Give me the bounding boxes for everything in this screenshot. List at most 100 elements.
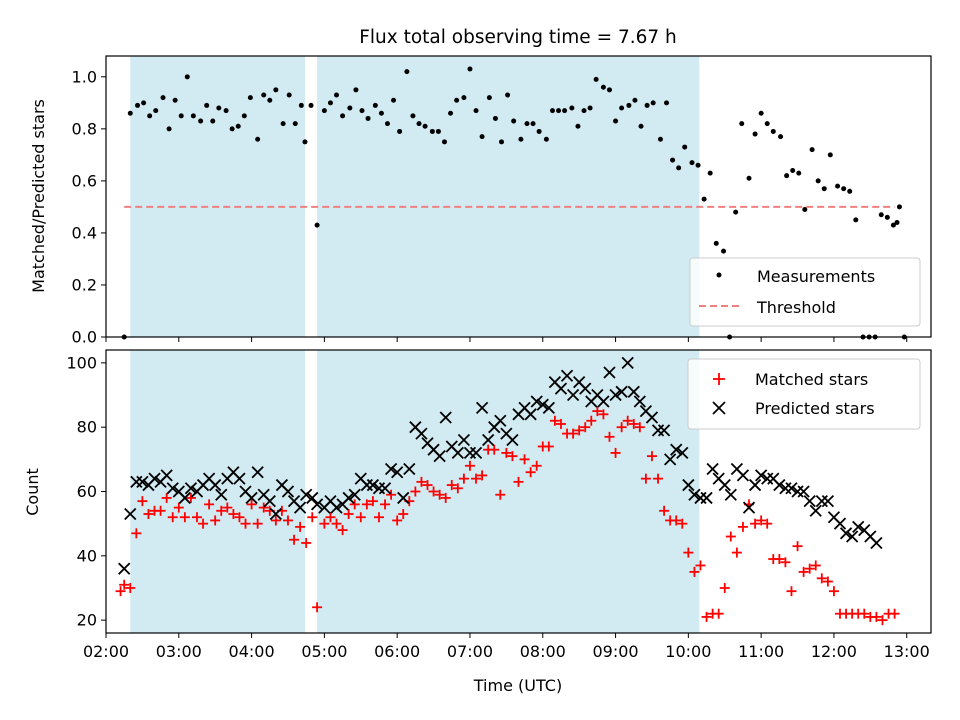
matched-point: [185, 492, 196, 503]
y-tick-label: 20: [77, 611, 97, 630]
measurement-point: [204, 102, 210, 108]
measurement-point: [190, 113, 196, 119]
matched-point: [580, 422, 591, 433]
matched-point: [683, 547, 694, 558]
matched-point: [719, 582, 730, 593]
predicted-point: [700, 491, 713, 505]
matched-point: [659, 505, 670, 516]
predicted-point: [682, 478, 695, 492]
measurement-point: [758, 110, 764, 116]
measurement-point: [261, 92, 267, 98]
matched-point: [289, 534, 300, 545]
measurement-point: [695, 162, 701, 168]
measurement-point: [657, 136, 663, 142]
matched-point: [501, 447, 512, 458]
matched-point: [804, 563, 815, 574]
top-panel: 0.0 0.2 0.4 0.6 0.8 1.0 Matched/Predicted sta…: [29, 55, 932, 347]
predicted-point: [178, 491, 191, 505]
measurement-point: [530, 121, 536, 127]
predicted-point: [451, 446, 464, 460]
predicted-point: [821, 495, 835, 508]
measurement-point: [422, 123, 428, 129]
x-tick-label: 02:00: [83, 642, 129, 661]
matched-point: [125, 582, 136, 593]
measurement-point: [223, 108, 229, 114]
measurement-point: [894, 220, 900, 226]
matched-point: [312, 602, 323, 613]
predicted-point: [809, 504, 822, 517]
predicted-point: [482, 433, 495, 447]
matched-point: [234, 512, 245, 523]
measurement-point: [733, 209, 739, 215]
measurement-point: [676, 165, 682, 171]
matched-point: [410, 486, 421, 497]
predicted-point: [293, 501, 307, 514]
predicted-point: [530, 395, 543, 408]
measurement-point: [796, 170, 802, 176]
x-tick-label: 04:00: [229, 642, 275, 661]
measurement-point: [172, 97, 178, 103]
measurement-point: [664, 100, 670, 106]
predicted-point: [852, 520, 865, 534]
x-tick-label: 12:00: [811, 642, 857, 661]
predicted-point: [803, 495, 816, 508]
matched-point: [634, 422, 645, 433]
measurement-point: [273, 87, 279, 93]
predicted-point: [633, 395, 646, 408]
matched-point: [543, 441, 554, 452]
predicted-point: [815, 495, 828, 508]
matched-point: [428, 486, 439, 497]
x-tick-label: 13:00: [884, 642, 930, 661]
predicted-point: [676, 446, 689, 460]
measurement-point: [229, 126, 235, 132]
measurement-point: [384, 121, 390, 127]
measurement-point: [397, 128, 403, 134]
predicted-point: [306, 491, 319, 505]
matched-point: [828, 586, 839, 597]
measurement-point: [286, 92, 292, 98]
predicted-point: [124, 507, 137, 521]
matched-point: [282, 515, 293, 526]
matched-point: [713, 608, 724, 619]
matched-point: [373, 512, 384, 523]
matched-point: [822, 576, 833, 587]
matched-point: [574, 425, 585, 436]
matched-point: [616, 422, 627, 433]
matched-point: [762, 518, 773, 529]
measurement-point: [153, 108, 159, 114]
measurement-point: [739, 121, 745, 127]
predicted-point: [506, 433, 519, 447]
y-tick-label: 1.0: [72, 67, 97, 86]
x-axis-label: Time (UTC): [473, 676, 562, 695]
predicted-point: [833, 517, 847, 530]
measurement-point: [853, 217, 859, 223]
legend-predicted-marker: [712, 401, 726, 415]
predicted-point: [542, 401, 555, 415]
shaded-interval-1: [130, 56, 305, 337]
measurement-point: [524, 121, 530, 127]
matched-point: [889, 608, 900, 619]
matched-point: [610, 447, 621, 458]
measurement-point: [569, 105, 575, 111]
matched-point: [531, 460, 542, 471]
measurement-point: [454, 97, 460, 103]
matched-point: [131, 528, 142, 539]
bottom-legend-box: [687, 358, 921, 430]
predicted-point: [664, 453, 677, 466]
measurement-point: [391, 97, 397, 103]
bottom-plot-frame: [105, 349, 932, 634]
predicted-point: [233, 472, 246, 485]
predicted-point: [378, 482, 392, 495]
matched-point: [137, 496, 148, 507]
legend-threshold-label: Threshold: [756, 298, 836, 317]
measurement-point: [166, 126, 172, 132]
predicted-point: [433, 449, 446, 463]
measurement-point: [160, 95, 166, 101]
predicted-point: [797, 485, 810, 498]
matched-point: [398, 509, 409, 520]
matched-point: [695, 560, 706, 571]
measurement-point: [479, 134, 485, 140]
matched-point: [343, 509, 354, 520]
predicted-point: [846, 530, 859, 543]
y-tick-label: 0.2: [72, 275, 97, 294]
